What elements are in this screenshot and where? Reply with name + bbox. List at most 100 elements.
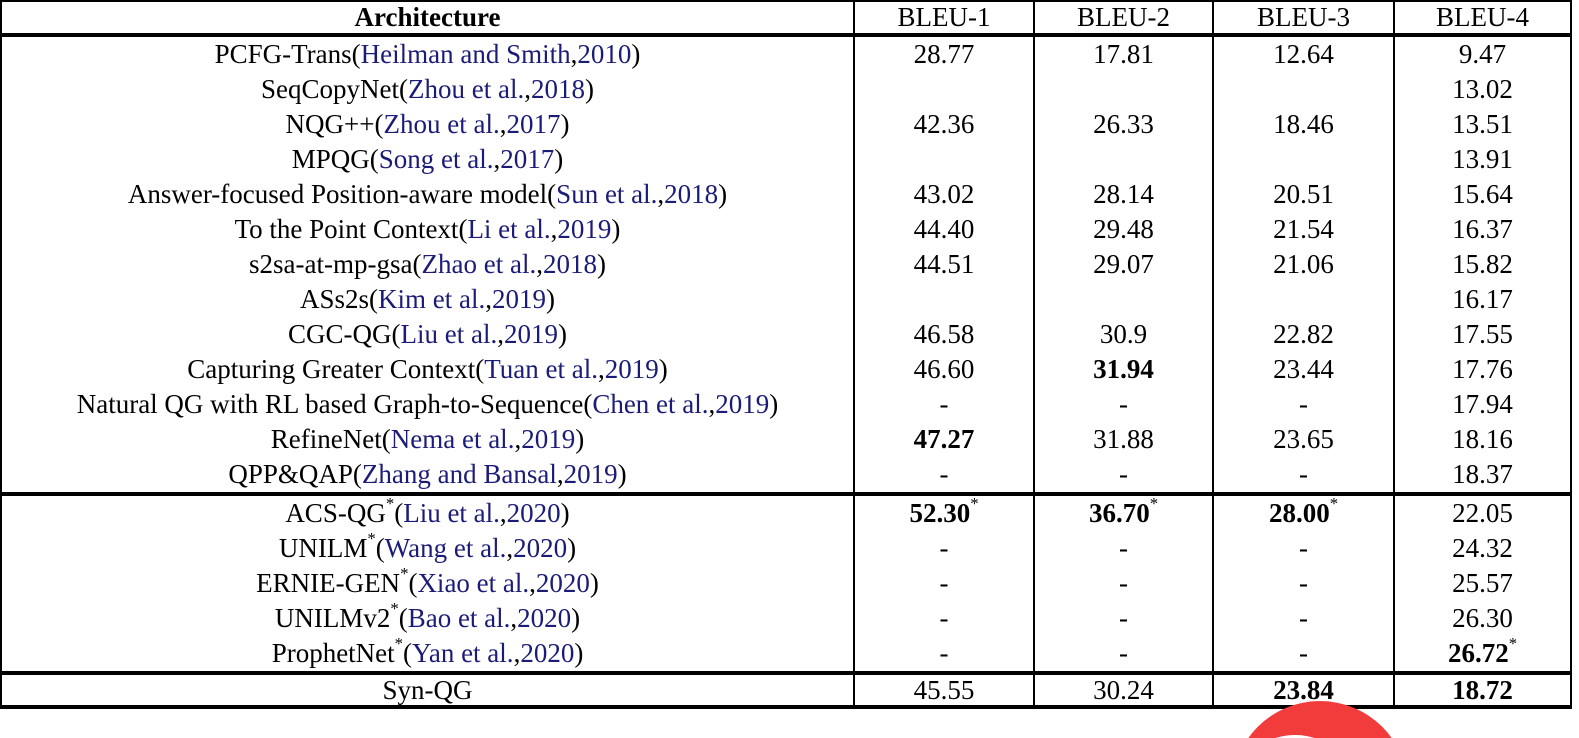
score-value: 29.07 bbox=[1093, 249, 1154, 279]
architecture-cell: ERNIE-GEN * (Xiao et al., 2020) bbox=[256, 564, 599, 598]
citation-authors-link[interactable]: Li et al. bbox=[467, 214, 551, 244]
score-value: 46.58 bbox=[913, 319, 975, 349]
score-cell: - bbox=[1212, 387, 1393, 422]
citation-year-link[interactable]: 2018 bbox=[542, 249, 597, 279]
citation-year-link[interactable]: 2018 bbox=[664, 179, 719, 209]
score-value: 21.06 bbox=[1273, 249, 1334, 279]
score-value: 17.81 bbox=[1093, 39, 1154, 69]
citation-year-link[interactable]: 2020 bbox=[506, 498, 561, 528]
citation-separator: , bbox=[513, 638, 521, 668]
score-value: - bbox=[1119, 568, 1128, 598]
citation-year-link[interactable]: 2018 bbox=[530, 74, 585, 104]
architecture-cell: Natural QG with RL based Graph-to-Sequen… bbox=[2, 387, 853, 422]
citation-authors-link[interactable]: Zhao et al. bbox=[421, 249, 537, 279]
score-cell bbox=[1033, 282, 1212, 317]
paren-close: ) bbox=[554, 144, 564, 174]
score-value: 52.30 bbox=[909, 498, 971, 528]
table-row: PCFG-Trans (Heilman and Smith, 2010) 28.7… bbox=[2, 37, 1570, 72]
score-cell: 30.24 bbox=[1033, 675, 1212, 705]
score-value: 20.51 bbox=[1273, 179, 1334, 209]
paren-close: ) bbox=[557, 319, 567, 349]
citation-separator: , bbox=[499, 109, 507, 139]
citation-authors-link[interactable]: Tuan et al. bbox=[484, 354, 598, 384]
citation-year-link[interactable]: 2019 bbox=[503, 319, 558, 349]
citation-year-link[interactable]: 2019 bbox=[492, 284, 546, 314]
citation-year-link[interactable]: 2019 bbox=[557, 214, 612, 244]
score-cell: 28.00 * bbox=[1212, 495, 1393, 531]
citation-year-link[interactable]: 2019 bbox=[563, 459, 618, 489]
model-name: CGC-QG bbox=[288, 319, 392, 349]
citation-authors-link[interactable]: Sun et al. bbox=[556, 179, 658, 209]
citation-year-link[interactable]: 2019 bbox=[521, 424, 576, 454]
score-cell: 31.88 bbox=[1033, 422, 1212, 457]
paren-open: ( bbox=[351, 39, 361, 69]
citation-authors-link[interactable]: Yan et al. bbox=[412, 638, 514, 668]
score-value: - bbox=[1119, 389, 1128, 419]
score-value: 15.64 bbox=[1452, 179, 1513, 209]
citation-year-link[interactable]: 2019 bbox=[604, 354, 659, 384]
score-value: 42.36 bbox=[913, 109, 975, 139]
citation-authors-link[interactable]: Nema et al. bbox=[390, 424, 515, 454]
citation-authors-link[interactable]: Zhou et al. bbox=[408, 74, 525, 104]
table-row: SeqCopyNet (Zhou et al., 2018) 13.02 bbox=[2, 72, 1570, 107]
citation-year-link[interactable]: 2020 bbox=[535, 568, 590, 598]
score-cell: - bbox=[853, 601, 1033, 636]
citation-year-link[interactable]: 2020 bbox=[517, 603, 572, 633]
score-value: 22.05 bbox=[1452, 498, 1513, 528]
score-value: - bbox=[1119, 603, 1128, 633]
score-cell: 52.30 * bbox=[853, 495, 1033, 531]
citation-year-link[interactable]: 2019 bbox=[715, 389, 770, 419]
table-row: s2sa-at-mp-gsa (Zhao et al., 2018) 44.51 2… bbox=[2, 247, 1570, 282]
score-cell: - bbox=[853, 531, 1033, 566]
score-value: 24.32 bbox=[1452, 533, 1513, 563]
score-cell: 16.17 bbox=[1393, 282, 1570, 317]
score-cell: - bbox=[1033, 601, 1212, 636]
score-cell bbox=[1212, 282, 1393, 317]
model-name: ERNIE-GEN bbox=[256, 568, 401, 598]
citation-year-link[interactable]: 2017 bbox=[500, 144, 555, 174]
citation-year-link[interactable]: 2017 bbox=[506, 109, 561, 139]
score-value: 30.9 bbox=[1099, 319, 1148, 349]
score-cell: 29.48 bbox=[1033, 212, 1212, 247]
citation-authors-link[interactable]: Heilman and Smith bbox=[360, 39, 571, 69]
citation-authors-link[interactable]: Zhang and Bansal bbox=[361, 459, 557, 489]
citation-authors-link[interactable]: Wang et al. bbox=[384, 533, 507, 563]
citation-separator: , bbox=[506, 533, 514, 563]
score-cell bbox=[853, 282, 1033, 317]
citation-year-link[interactable]: 2010 bbox=[577, 39, 632, 69]
citation-year-link[interactable]: 2020 bbox=[520, 638, 575, 668]
citation-authors-link[interactable]: Kim et al. bbox=[378, 284, 486, 314]
score-value: 12.64 bbox=[1273, 39, 1334, 69]
citation-authors-link[interactable]: Liu et al. bbox=[403, 498, 500, 528]
score-cell: 13.91 bbox=[1393, 142, 1570, 177]
red-circle-inner bbox=[1232, 735, 1360, 738]
score-cell: 46.60 bbox=[853, 352, 1033, 387]
citation-authors-link[interactable]: Zhou et al. bbox=[383, 109, 500, 139]
citation-authors-link[interactable]: Xiao et al. bbox=[417, 568, 530, 598]
model-name: SeqCopyNet bbox=[261, 74, 400, 104]
baseline-model-rows: PCFG-Trans (Heilman and Smith, 2010) 28.7… bbox=[2, 37, 1570, 492]
citation-authors-link[interactable]: Liu et al. bbox=[400, 319, 498, 349]
score-value: - bbox=[939, 603, 949, 633]
paren-close: ) bbox=[611, 214, 621, 244]
citation-year-link[interactable]: 2020 bbox=[513, 533, 568, 563]
citation-authors-link[interactable]: Chen et al. bbox=[592, 389, 709, 419]
citation-authors-link[interactable]: Song et al. bbox=[378, 144, 494, 174]
score-value: 17.94 bbox=[1452, 389, 1513, 419]
score-value: - bbox=[1299, 568, 1308, 598]
score-cell: - bbox=[853, 636, 1033, 671]
citation-separator: , bbox=[524, 74, 531, 104]
score-value: 18.46 bbox=[1273, 109, 1334, 139]
citation-authors-link[interactable]: Bao et al. bbox=[407, 603, 511, 633]
score-cell: 20.51 bbox=[1212, 177, 1393, 212]
score-cell: - bbox=[1033, 387, 1212, 422]
score-value: 23.84 bbox=[1273, 674, 1334, 705]
score-value: - bbox=[939, 638, 949, 668]
score-cell: 17.76 bbox=[1393, 352, 1570, 387]
paren-open: ( bbox=[352, 459, 362, 489]
score-cell bbox=[1033, 72, 1212, 107]
model-name: Syn-QG bbox=[382, 674, 473, 705]
score-value: 47.27 bbox=[913, 424, 975, 454]
score-cell bbox=[1212, 142, 1393, 177]
paren-close: ) bbox=[718, 179, 728, 209]
